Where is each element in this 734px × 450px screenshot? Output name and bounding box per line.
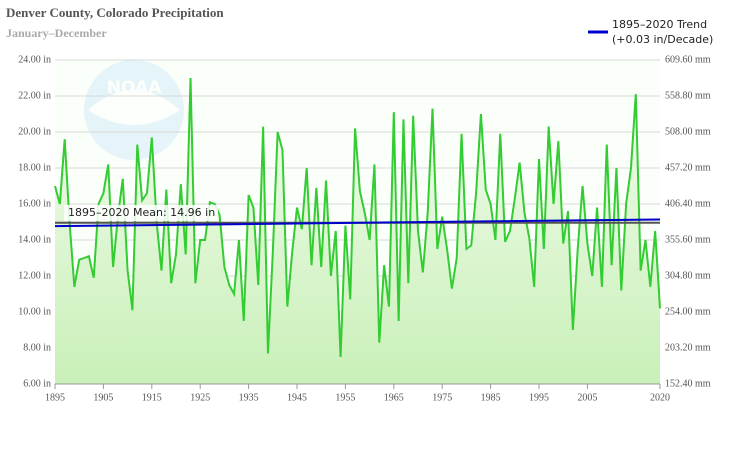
y2-tick-label: 457.20 mm [665, 162, 711, 173]
y2-tick-label: 406.40 mm [665, 198, 711, 209]
trend-line [54, 218, 661, 228]
y-tick-label: 14.00 in [18, 234, 51, 245]
x-tick-label: 1915 [142, 392, 162, 403]
x-tick-label: 1905 [93, 392, 113, 403]
y2-tick-label: 508.00 mm [665, 126, 711, 137]
y-tick-label: 10.00 in [18, 306, 51, 317]
legend-note: (+0.03 in/Decade) [612, 33, 713, 46]
chart-subtitle: January–December [6, 26, 107, 40]
y2-tick-label: 203.20 mm [665, 342, 711, 353]
x-tick-label: 1955 [335, 392, 355, 403]
y2-tick-label: 304.80 mm [665, 270, 711, 281]
y2-tick-label: 355.60 mm [665, 234, 711, 245]
legend-label: 1895–2020 Trend [612, 18, 707, 31]
y-tick-label: 16.00 in [18, 198, 51, 209]
x-tick-label: 1945 [287, 392, 307, 403]
x-tick-label: 2005 [577, 392, 597, 403]
y2-tick-label: 558.80 mm [665, 90, 711, 101]
chart-title: Denver County, Colorado Precipitation [6, 5, 224, 20]
y-tick-label: 8.00 in [23, 342, 51, 353]
y-tick-label: 18.00 in [18, 162, 51, 173]
x-tick-label: 1975 [432, 392, 452, 403]
y-tick-label: 6.00 in [23, 378, 51, 389]
x-tick-label: 1995 [529, 392, 549, 403]
y-tick-label: 24.00 in [18, 54, 51, 65]
mean-label: 1895–2020 Mean: 14.96 in [68, 206, 215, 219]
x-tick-label: 1965 [384, 392, 404, 403]
y-tick-label: 20.00 in [18, 126, 51, 137]
y-tick-label: 12.00 in [18, 270, 51, 281]
x-tick-label: 1895 [45, 392, 65, 403]
x-tick-label: 1925 [190, 392, 210, 403]
y2-tick-label: 152.40 mm [665, 378, 711, 389]
x-tick-label: 1985 [481, 392, 501, 403]
y2-tick-label: 609.60 mm [665, 54, 711, 65]
x-tick-label: 1935 [239, 392, 259, 403]
watermark-text: NOAA [107, 78, 162, 98]
y-tick-label: 22.00 in [18, 90, 51, 101]
x-tick-label: 2020 [650, 392, 670, 403]
mean-label-bg [64, 205, 218, 221]
watermark: NOAA [84, 60, 184, 160]
y2-tick-label: 254.00 mm [665, 306, 711, 317]
area [55, 78, 660, 384]
